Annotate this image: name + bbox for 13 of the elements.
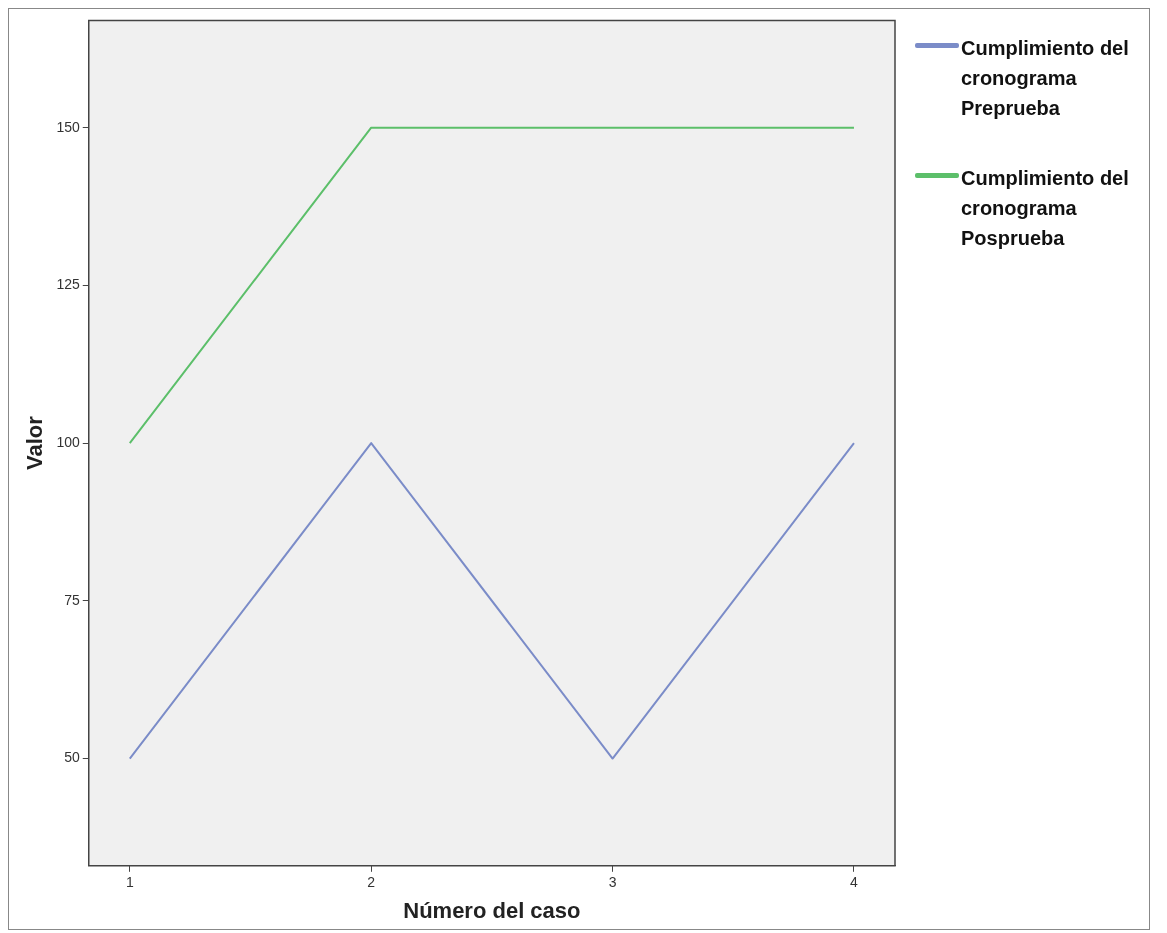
x-tick-label: 4 bbox=[850, 874, 859, 891]
legend-label: Cumplimiento del cronograma Posprueba bbox=[961, 166, 1130, 251]
y-tick-label: 150 bbox=[56, 118, 80, 135]
x-axis-title: Número del caso bbox=[403, 897, 581, 923]
y-tick-label: 50 bbox=[64, 749, 80, 766]
legend-label: Cumplimiento del cronograma Preprueba bbox=[961, 36, 1130, 121]
x-tick-label: 1 bbox=[125, 874, 134, 891]
x-tick-label: 3 bbox=[608, 874, 617, 891]
y-tick-label: 75 bbox=[64, 591, 80, 608]
y-tick-label: 125 bbox=[56, 276, 80, 293]
y-tick-label: 100 bbox=[56, 433, 80, 450]
x-tick-label: 2 bbox=[367, 874, 376, 891]
y-axis-title: Valor bbox=[22, 415, 48, 471]
